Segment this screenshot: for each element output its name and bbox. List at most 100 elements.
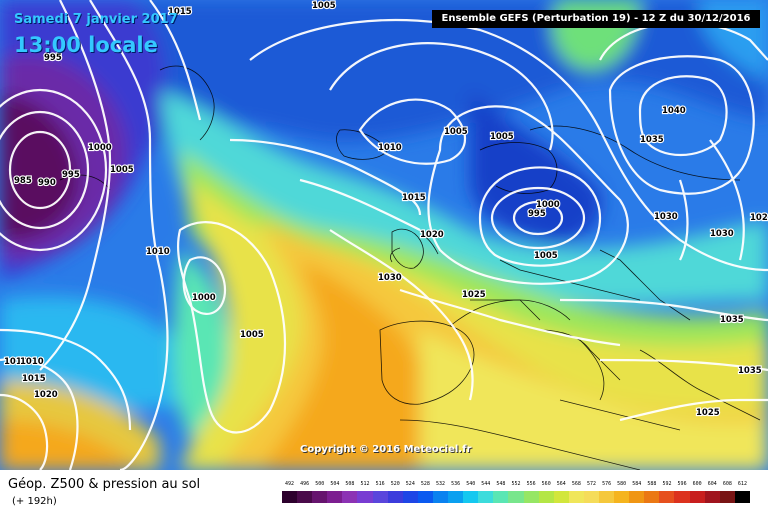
valid-time: 13:00 locale [14, 33, 158, 57]
color-scale-label: 520 [390, 481, 400, 487]
color-scale-label: 532 [436, 481, 446, 487]
coastlines [59, 65, 761, 470]
color-scale-label: 560 [541, 481, 551, 487]
color-scale-label: 548 [496, 481, 506, 487]
color-scale-label: 552 [511, 481, 521, 487]
svg-text:990: 990 [38, 178, 56, 188]
color-scale-label: 516 [375, 481, 385, 487]
color-scale-cell [297, 491, 313, 503]
color-scale-cell [689, 491, 705, 503]
svg-text:1005: 1005 [490, 132, 514, 142]
svg-text:102: 102 [750, 213, 768, 223]
svg-text:995: 995 [62, 170, 80, 180]
svg-text:985: 985 [14, 176, 32, 186]
svg-text:995: 995 [528, 209, 546, 219]
svg-text:1010: 1010 [4, 357, 28, 367]
color-scale-label: 492 [285, 481, 295, 487]
pressure-labels: 1015 1005 995 1000 1005 985 990 995 1010… [3, 0, 768, 419]
color-scale-cell [432, 491, 449, 503]
color-scale-label: 580 [617, 481, 627, 487]
color-scale-label: 508 [345, 481, 355, 487]
color-scale-labels: 492 496 500 504 508 512 516 520 524 528 532 536 540 5… [282, 481, 750, 489]
svg-text:1005: 1005 [110, 165, 134, 175]
color-scale-cell [734, 491, 750, 503]
svg-text:1005: 1005 [312, 1, 336, 11]
color-scale-cell [478, 491, 494, 503]
legend-footer: Géop. Z500 & pression au sol (+ 192h) 49… [0, 470, 768, 512]
color-scale-cell [704, 491, 720, 503]
svg-text:1030: 1030 [710, 229, 734, 239]
svg-text:1035: 1035 [738, 366, 762, 376]
svg-text:1010: 1010 [146, 247, 170, 257]
color-scale-cell [463, 491, 479, 503]
color-scale-cell [598, 491, 615, 503]
svg-text:1020: 1020 [34, 390, 58, 400]
copyright-notice: Copyright © 2016 Meteociel.fr [300, 444, 472, 455]
svg-text:1005: 1005 [240, 330, 264, 340]
color-scale-label: 524 [405, 481, 415, 487]
color-scale-label: 572 [586, 481, 596, 487]
color-scale-cell [312, 491, 328, 503]
color-scale-cell [553, 491, 569, 503]
color-scale-label: 612 [737, 481, 747, 487]
color-scale-cell [448, 491, 464, 503]
svg-text:1000: 1000 [88, 143, 112, 153]
color-scale-cell [417, 491, 433, 503]
color-scale-label: 496 [300, 481, 310, 487]
color-scale-label: 588 [647, 481, 657, 487]
color-scale-label: 540 [466, 481, 476, 487]
color-scale-cell [282, 491, 298, 503]
color-scale-label: 608 [722, 481, 732, 487]
color-scale-label: 568 [571, 481, 581, 487]
color-scale-cell [327, 491, 343, 503]
svg-text:1020: 1020 [420, 230, 444, 240]
color-scale-label: 564 [556, 481, 566, 487]
svg-text:1000: 1000 [536, 200, 560, 210]
color-scale-cell [493, 491, 509, 503]
color-scale-label: 576 [602, 481, 612, 487]
color-scale-cell [523, 491, 539, 503]
color-scale-label: 536 [451, 481, 461, 487]
lead-time: (+ 192h) [12, 496, 57, 507]
color-scale-cell [644, 491, 660, 503]
color-scale-label: 604 [707, 481, 717, 487]
weather-map: 1015 1005 995 1000 1005 985 990 995 1010… [0, 0, 768, 470]
product-title: Géop. Z500 & pression au sol [8, 477, 201, 492]
color-scale-cell [629, 491, 645, 503]
svg-text:1010: 1010 [20, 357, 44, 367]
valid-date: Samedi 7 janvier 2017 [14, 12, 178, 27]
color-scale-label: 500 [315, 481, 325, 487]
svg-text:1010: 1010 [378, 143, 402, 153]
color-scale-cell [674, 491, 690, 503]
svg-text:995: 995 [44, 53, 62, 63]
color-scale-cell [342, 491, 358, 503]
svg-text:1035: 1035 [640, 135, 664, 145]
color-scale-cell [508, 491, 524, 503]
color-scale-cell [372, 491, 388, 503]
color-scale [282, 491, 750, 503]
color-scale-label: 600 [692, 481, 702, 487]
color-scale-cell [568, 491, 584, 503]
color-scale-cell [659, 491, 675, 503]
svg-text:1005: 1005 [534, 251, 558, 261]
svg-text:1040: 1040 [662, 106, 686, 116]
color-scale-cell [719, 491, 735, 503]
color-scale-cell [357, 491, 373, 503]
svg-text:1025: 1025 [696, 408, 720, 418]
color-scale-label: 584 [632, 481, 642, 487]
color-scale-cell [583, 491, 599, 503]
color-scale-label: 596 [677, 481, 687, 487]
svg-text:1030: 1030 [378, 273, 402, 283]
svg-text:1000: 1000 [192, 293, 216, 303]
color-scale-cell [538, 491, 554, 503]
color-scale-label: 544 [481, 481, 491, 487]
color-scale-label: 592 [662, 481, 672, 487]
svg-text:1035: 1035 [720, 315, 744, 325]
svg-text:1030: 1030 [654, 212, 678, 222]
geopotential-field [0, 0, 768, 470]
svg-text:1015: 1015 [22, 374, 46, 384]
svg-text:1005: 1005 [444, 127, 468, 137]
svg-text:1015: 1015 [402, 193, 426, 203]
color-scale-cell [387, 491, 403, 503]
